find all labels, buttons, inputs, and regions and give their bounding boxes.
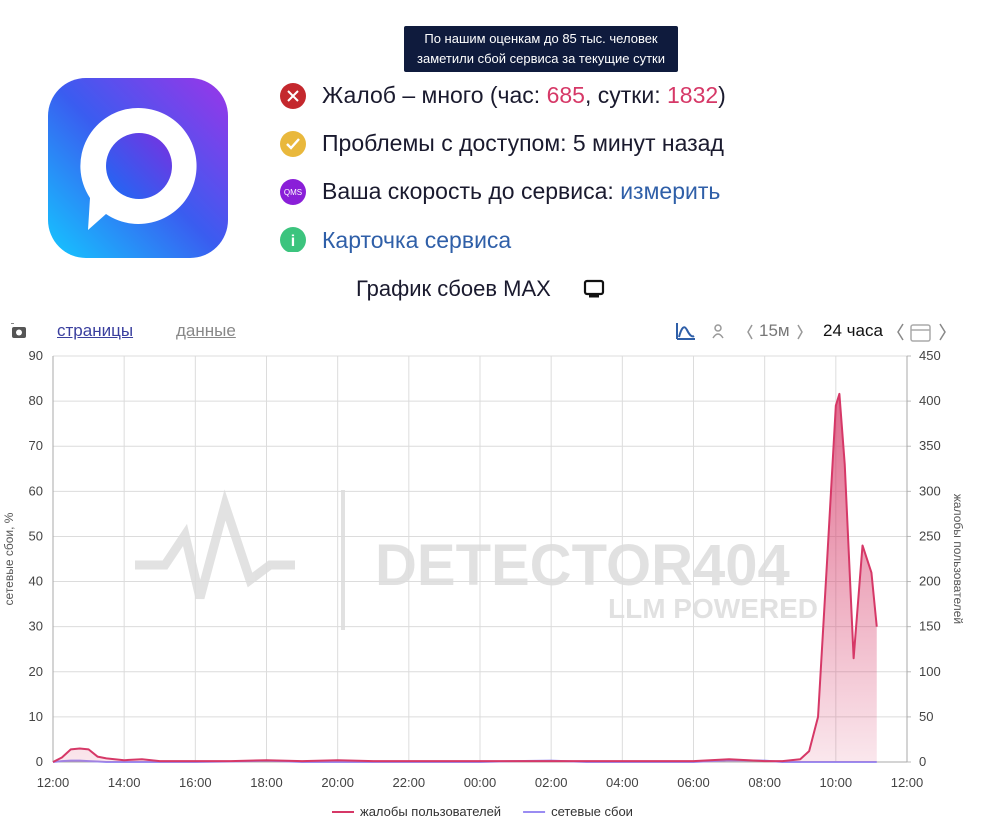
text: Ваша скорость до сервиса: xyxy=(322,178,621,204)
y-tick-label: 30 xyxy=(29,619,43,634)
monitor-icon xyxy=(583,279,605,298)
y2-tick-label: 100 xyxy=(919,664,941,679)
y2-tick-label: 150 xyxy=(919,619,941,634)
y-tick-label: 70 xyxy=(29,438,43,453)
y2-tick-label: 400 xyxy=(919,393,941,408)
x-tick-label: 22:00 xyxy=(393,775,426,790)
tab[interactable]: данные xyxy=(176,321,236,340)
chart-mode-icon[interactable] xyxy=(674,320,698,342)
x-tick-label: 00:00 xyxy=(464,775,497,790)
x-tick-label: 12:00 xyxy=(37,775,70,790)
y-tick-label: 10 xyxy=(29,709,43,724)
text: , сутки: xyxy=(584,82,667,108)
y-axis-label: сетевые сбои, % xyxy=(2,512,16,605)
tooltip: По нашим оценкам до 85 тыс. человек замет… xyxy=(404,26,678,72)
x-tick-label: 08:00 xyxy=(748,775,781,790)
legend-label: жалобы пользователей xyxy=(360,804,501,819)
svg-text:i: i xyxy=(291,233,295,250)
y2-axis-label: жалобы пользователей xyxy=(951,494,965,624)
y-tick-label: 90 xyxy=(29,348,43,363)
interval-switch[interactable] xyxy=(746,322,804,342)
measure-link[interactable]: измерить xyxy=(620,178,721,204)
y2-tick-label: 450 xyxy=(919,348,941,363)
access-status: Проблемы с доступом: 5 минут назад xyxy=(322,130,724,156)
hour-count: 685 xyxy=(546,82,585,108)
y-tick-label: 20 xyxy=(29,664,43,679)
day-count: 1832 xyxy=(666,82,719,108)
y-tick-label: 50 xyxy=(29,528,43,543)
y-tick-label: 80 xyxy=(29,393,43,408)
text: ) xyxy=(718,82,726,108)
y2-tick-label: 50 xyxy=(919,709,933,724)
user-icon[interactable] xyxy=(710,322,726,340)
y2-tick-label: 250 xyxy=(919,528,941,543)
y2-tick-label: 200 xyxy=(919,574,941,589)
speed-status: Ваша скорость до сервиса: измерить xyxy=(322,178,720,205)
y2-tick-label: 300 xyxy=(919,483,941,498)
tooltip-line: заметили сбой сервиса за текущие сутки xyxy=(417,51,665,66)
x-tick-label: 18:00 xyxy=(250,775,283,790)
x-tick-label: 02:00 xyxy=(535,775,568,790)
screenshot-icon[interactable] xyxy=(10,322,28,340)
legend-label: сетевые сбои xyxy=(551,804,633,819)
line xyxy=(52,392,878,763)
chart-title: График сбоев MAX xyxy=(356,276,551,301)
watermark: DETECTOR404 LLM POWERED xyxy=(135,489,818,630)
watermark-subtitle: LLM POWERED xyxy=(608,593,818,624)
y2-tick-label: 350 xyxy=(919,438,941,453)
x-tick-label: 20:00 xyxy=(321,775,354,790)
x-tick-label: 06:00 xyxy=(677,775,710,790)
date-picker[interactable] xyxy=(896,320,948,344)
tab[interactable]: страницы xyxy=(57,321,134,340)
x-tick-label: 16:00 xyxy=(179,775,212,790)
complaints-status: Жалоб – много (час: 685, сутки: 1832) xyxy=(322,82,726,109)
x-tick-label: 14:00 xyxy=(108,775,141,790)
y2-tick-label: 0 xyxy=(919,754,926,769)
text: Жалоб – много (час: xyxy=(322,82,547,108)
x-tick-label: 04:00 xyxy=(606,775,639,790)
service-card-link[interactable]: Карточка сервиса xyxy=(322,227,512,253)
chart: DETECTOR404 LLM POWERED 0 10 20 30 40 50 60 70 8… xyxy=(2,348,965,819)
y-tick-label: 0 xyxy=(36,754,43,769)
x-tick-label: 12:00 xyxy=(891,775,924,790)
app-logo xyxy=(48,78,228,258)
y-tick-label: 40 xyxy=(29,574,43,589)
status-icons: QMS i xyxy=(280,83,306,252)
watermark-title: DETECTOR404 xyxy=(375,533,790,598)
interval[interactable]: 15м xyxy=(759,321,790,340)
x-tick-label: 10:00 xyxy=(820,775,853,790)
y-tick-label: 60 xyxy=(29,483,43,498)
range[interactable]: 24 часа xyxy=(823,321,883,340)
qms-icon: QMS xyxy=(284,188,302,197)
tooltip-line: По нашим оценкам до 85 тыс. человек xyxy=(424,31,658,46)
